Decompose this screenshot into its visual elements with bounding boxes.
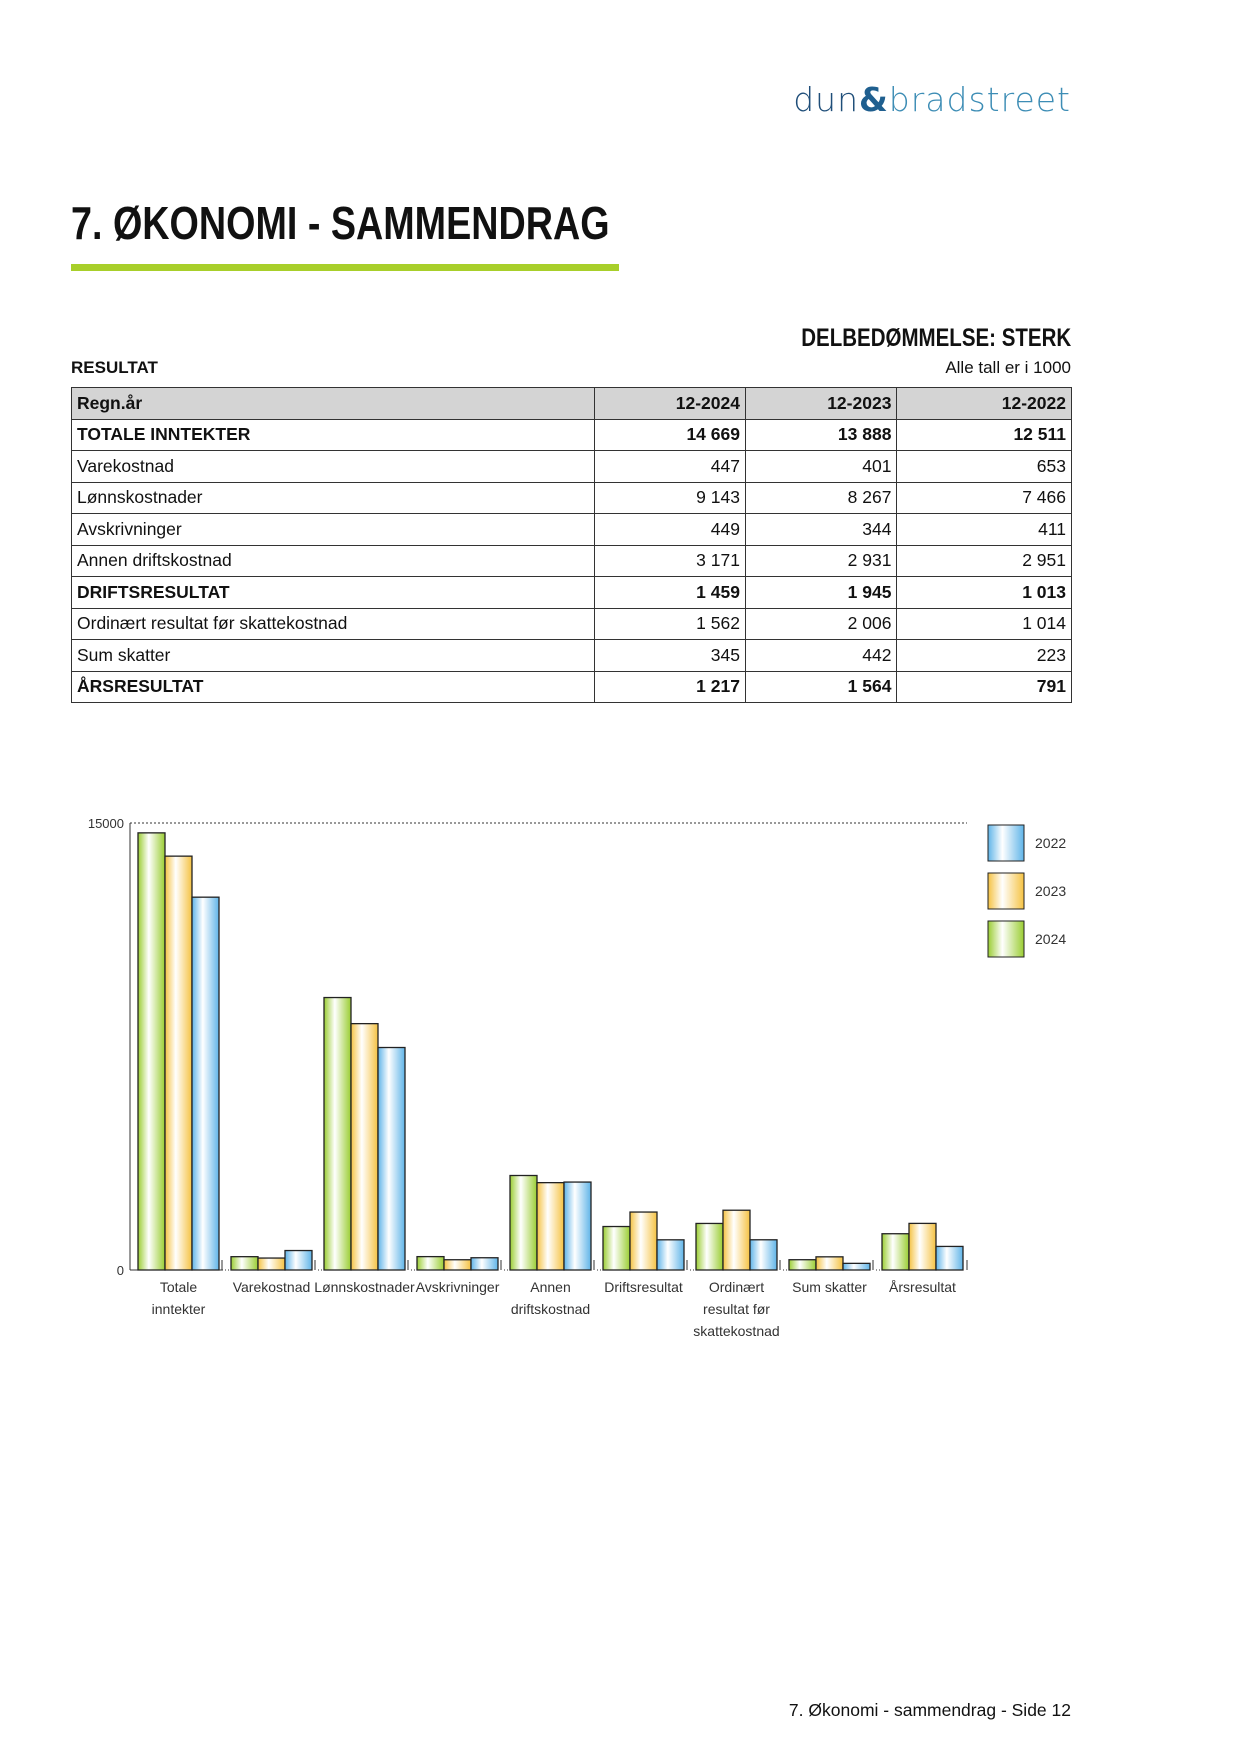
bar-2022	[191, 896, 220, 1271]
cell-value: 223	[896, 639, 1072, 672]
x-tick-label: Varekostnad	[233, 1279, 311, 1295]
cell-value: 344	[744, 513, 898, 546]
bar-2024	[695, 1222, 724, 1271]
cell-value: 2 931	[744, 544, 898, 577]
row-label: TOTALE INNTEKTER	[71, 418, 595, 451]
cell-value: 13 888	[744, 418, 898, 451]
row-label: Avskrivninger	[71, 513, 595, 546]
cell-value: 447	[593, 450, 746, 483]
cell-value: 7 466	[896, 481, 1072, 514]
x-tick-label: Avskrivninger	[416, 1279, 500, 1295]
table-row: TOTALE INNTEKTER 14 669 13 888 12 511	[71, 418, 1072, 451]
cell-value: 1 564	[744, 670, 898, 703]
bar-2023	[257, 1257, 286, 1271]
x-tick-label: driftskostnad	[511, 1301, 590, 1317]
bar-2024	[137, 832, 166, 1271]
table-row: Avskrivninger 449 344 411	[71, 513, 1072, 546]
cell-value: 1 459	[593, 576, 746, 609]
x-tick-label: Sum skatter	[792, 1279, 867, 1295]
x-tick-label: skattekostnad	[693, 1323, 779, 1339]
dun-bradstreet-logo: dun&bradstreet	[793, 80, 1071, 119]
legend-swatch-2022	[987, 824, 1025, 862]
legend-label: 2022	[1035, 835, 1066, 851]
legend-label: 2023	[1035, 883, 1066, 899]
bar-2022	[563, 1181, 592, 1271]
bar-2023	[722, 1209, 751, 1271]
cell-value: 2 006	[744, 607, 898, 640]
page-title: 7. ØKONOMI - SAMMENDRAG	[71, 197, 610, 249]
cell-value: 345	[593, 639, 746, 672]
bar-2022	[470, 1257, 499, 1271]
y-tick-label: 0	[117, 1263, 124, 1278]
column-header: Regn.år	[71, 387, 595, 420]
bar-2024	[509, 1174, 538, 1271]
bar-2024	[416, 1255, 445, 1271]
cell-value: 442	[744, 639, 898, 672]
bar-2023	[164, 855, 193, 1271]
bar-2024	[230, 1256, 259, 1271]
legend-swatch-2023	[987, 872, 1025, 910]
x-tick-label: Lønnskostnader	[314, 1279, 415, 1295]
results-table: Regn.år 12-2024 12-2023 12-2022 TOTALE INNTE…	[71, 387, 1072, 703]
bar-2023	[629, 1211, 658, 1271]
table-row: Lønnskostnader 9 143 8 267 7 466	[71, 481, 1072, 514]
bar-2022	[377, 1046, 406, 1271]
bar-2023	[443, 1259, 472, 1271]
bar-2024	[788, 1259, 817, 1271]
bar-2024	[602, 1225, 631, 1271]
unit-note: Alle tall er i 1000	[945, 358, 1071, 377]
cell-value: 8 267	[744, 481, 898, 514]
row-label: ÅRSRESULTAT	[71, 670, 595, 703]
bar-2023	[908, 1222, 937, 1271]
y-tick-label: 15000	[88, 816, 124, 831]
table-header: Regn.år 12-2024 12-2023 12-2022	[71, 387, 1072, 420]
bar-2022	[842, 1262, 871, 1271]
cell-value: 401	[744, 450, 898, 483]
x-tick-label: Ordinært	[709, 1279, 764, 1295]
bar-2024	[881, 1233, 910, 1271]
bar-2024	[323, 996, 352, 1271]
x-tick-label: Annen	[530, 1279, 570, 1295]
cell-value: 1 013	[896, 576, 1072, 609]
column-header: 12-2023	[744, 387, 898, 420]
bar-2022	[284, 1249, 313, 1271]
x-tick-label: resultat før	[703, 1301, 770, 1317]
cell-value: 449	[593, 513, 746, 546]
bar-2023	[815, 1256, 844, 1271]
x-tick-label: Årsresultat	[889, 1279, 956, 1295]
x-tick-label: Driftsresultat	[604, 1279, 683, 1295]
section-label: RESULTAT	[71, 358, 158, 377]
cell-value: 791	[896, 670, 1072, 703]
legend-swatch-2024	[987, 920, 1025, 958]
cell-value: 14 669	[593, 418, 746, 451]
bar-2023	[350, 1022, 379, 1271]
bar-2023	[536, 1182, 565, 1271]
cell-value: 411	[896, 513, 1072, 546]
cell-value: 3 171	[593, 544, 746, 577]
bar-2022	[935, 1245, 964, 1271]
row-label: Varekostnad	[71, 450, 595, 483]
cell-value: 12 511	[896, 418, 1072, 451]
page-footer: 7. Økonomi - sammendrag - Side 12	[788, 1700, 1071, 1720]
x-tick-label: inntekter	[152, 1301, 206, 1317]
column-header: 12-2024	[593, 387, 746, 420]
bar-2022	[749, 1239, 778, 1271]
table-row: Varekostnad 447 401 653	[71, 450, 1072, 483]
table-row: ÅRSRESULTAT 1 217 1 564 791	[71, 670, 1072, 703]
x-tick-label: Totale	[160, 1279, 198, 1295]
cell-value: 1 014	[896, 607, 1072, 640]
legend-label: 2024	[1035, 931, 1066, 947]
rating-heading: DELBEDØMMELSE: STERK	[801, 324, 1071, 352]
title-underline	[71, 264, 619, 271]
cell-value: 2 951	[896, 544, 1072, 577]
table-row: Annen driftskostnad 3 171 2 931 2 951	[71, 544, 1072, 577]
bar-2022	[656, 1239, 685, 1271]
